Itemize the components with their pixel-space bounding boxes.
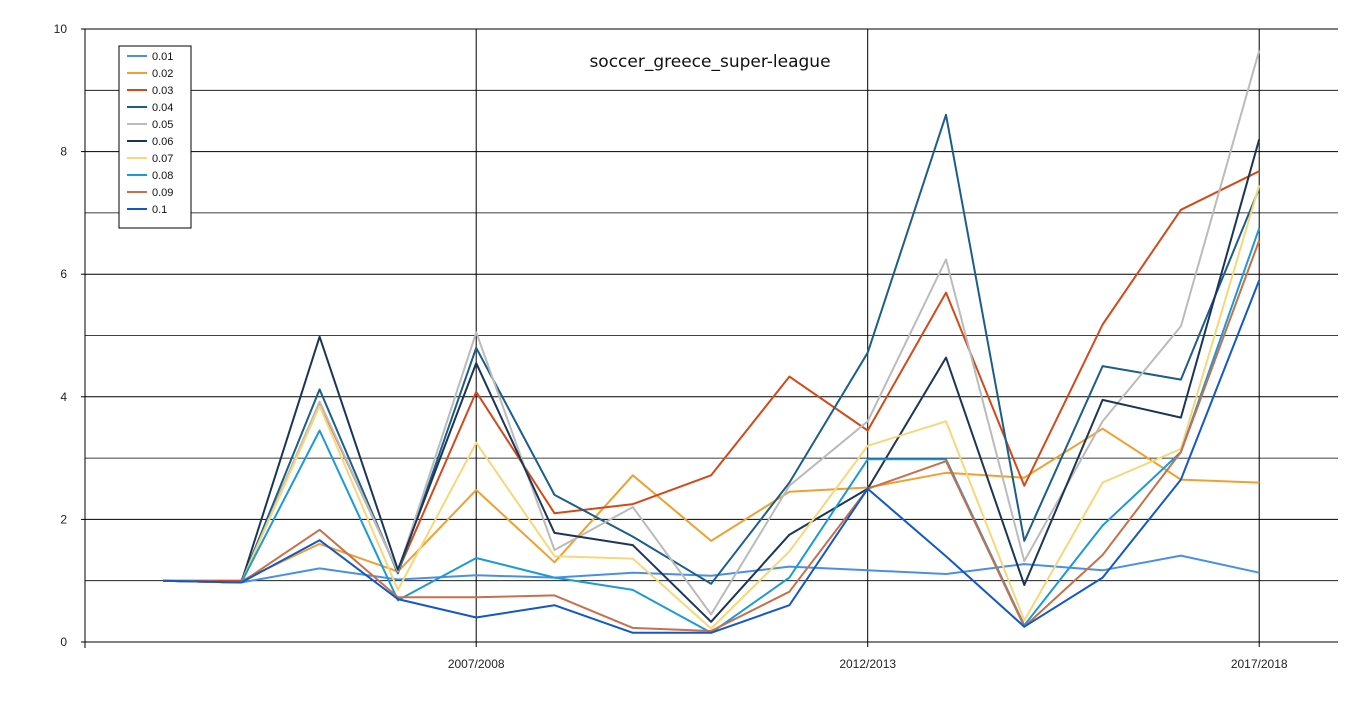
legend-label: 0.06: [152, 136, 173, 148]
legend-label: 0.08: [152, 170, 173, 182]
y-tick-label: 6: [60, 267, 67, 281]
series-line-0.1: [162, 279, 1261, 634]
legend-label: 0.07: [152, 153, 173, 165]
axes: [81, 29, 1338, 648]
series-line-0.02: [163, 427, 1260, 582]
y-axis-ticks: 0 2 4 6 8 10: [54, 22, 85, 649]
x-tick-label: 2007/2008: [448, 657, 505, 671]
legend-label: 0.03: [152, 85, 173, 97]
x-axis-ticks: 2007/2008 2012/2013 2017/2018: [448, 657, 1288, 671]
y-tick-label: 0: [60, 635, 67, 649]
series-line-0.06: [162, 139, 1261, 623]
y-tick-label: 2: [60, 512, 67, 526]
y-tick-label: 4: [60, 390, 67, 404]
legend-box: [118, 45, 192, 229]
minor-grid: [85, 89, 1338, 582]
legend-label: 0.01: [152, 51, 173, 63]
y-tick-label: 8: [60, 145, 67, 159]
series-line-0.09: [162, 240, 1261, 632]
major-grid: [85, 28, 1338, 520]
series-line-0.08: [162, 227, 1261, 634]
series-line-0.07: [162, 185, 1261, 630]
x-tick-label: 2017/2018: [1231, 657, 1288, 671]
vertical-grid: [475, 29, 1260, 647]
series-line-0.05: [162, 50, 1261, 616]
x-tick-label: 2012/2013: [839, 657, 896, 671]
series-line-0.01: [162, 554, 1260, 584]
y-tick-label: 10: [54, 22, 68, 36]
series-lines: [162, 50, 1261, 634]
legend-label: 0.04: [152, 102, 173, 114]
legend-label: 0.05: [152, 119, 173, 131]
legend-label: 0.09: [152, 187, 173, 199]
chart-title: soccer_greece_super-league: [589, 52, 830, 72]
legend-label: 0.1: [152, 204, 167, 216]
legend-label: 0.02: [152, 68, 173, 80]
legend: 0.01 0.02 0.03 0.04 0.05 0.06 0.07 0.08 0.09 0.1: [118, 45, 192, 229]
series-line-0.04: [162, 113, 1261, 585]
